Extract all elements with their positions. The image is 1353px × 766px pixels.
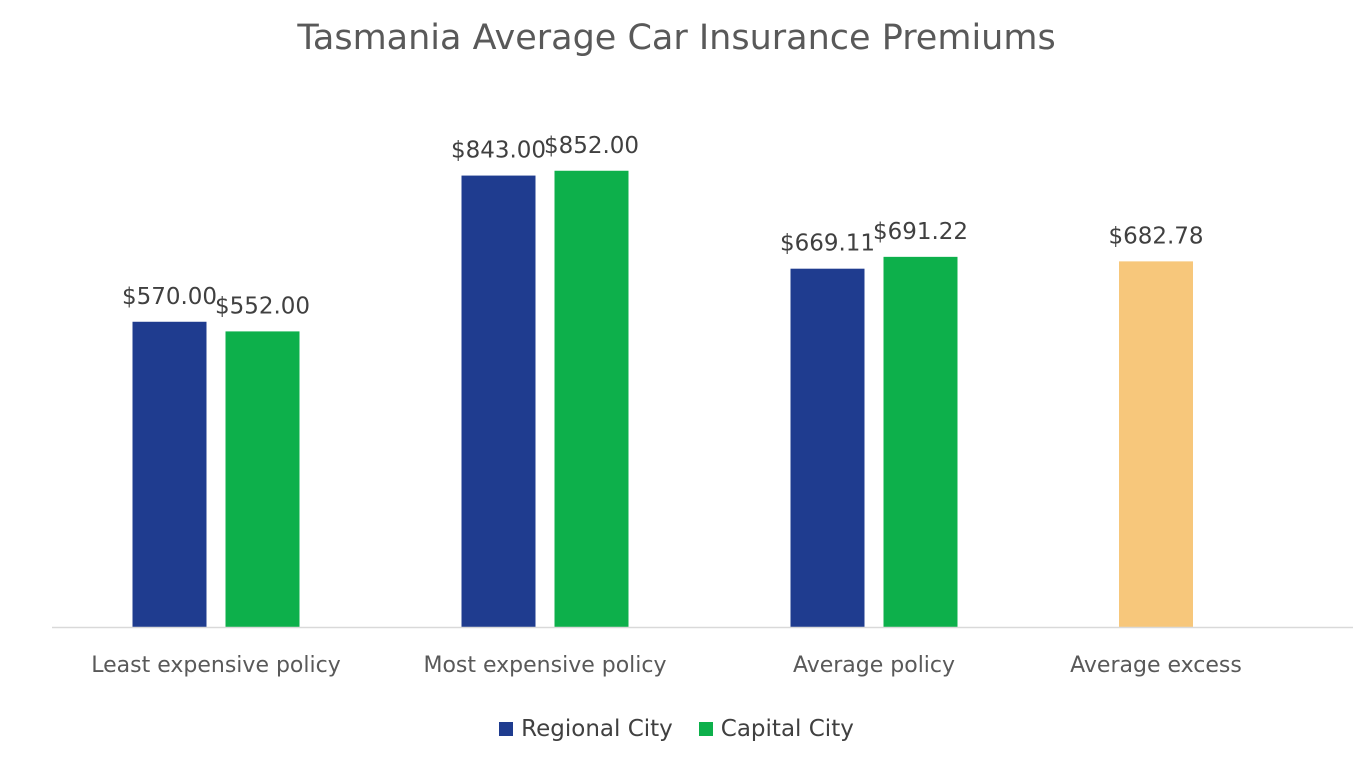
category-label-average-excess: Average excess [1070, 653, 1242, 678]
bar-regional-city-most-expensive-policy [461, 175, 536, 628]
legend-swatch-regional-city [499, 722, 514, 736]
category-label-least-expensive-policy: Least expensive policy [91, 653, 340, 678]
data-label-capital-city-most-expensive-policy: $852.00 [544, 133, 639, 159]
legend-label-capital-city: Capital City [720, 716, 854, 742]
data-label-regional-city-average-policy: $669.11 [780, 231, 875, 257]
category-label-average-policy: Average policy [793, 653, 955, 678]
bar-series-2-average-excess [1119, 261, 1193, 627]
bar-capital-city-least-expensive-policy [225, 331, 300, 627]
legend-label-regional-city: Regional City [521, 716, 673, 742]
legend-item-capital-city[interactable]: Capital City [698, 716, 854, 742]
bar-capital-city-most-expensive-policy [554, 170, 629, 627]
data-label-regional-city-most-expensive-policy: $843.00 [451, 138, 546, 164]
data-label-series-2-average-excess: $682.78 [1108, 223, 1203, 249]
legend: Regional City Capital City [0, 716, 1353, 742]
category-label-most-expensive-policy: Most expensive policy [423, 653, 666, 678]
data-label-capital-city-least-expensive-policy: $552.00 [215, 293, 310, 319]
data-label-capital-city-average-policy: $691.22 [873, 219, 968, 245]
data-labels-group: $570.00$552.00 $843.00$852.00 $669.11$691.… [122, 133, 1204, 320]
bar-regional-city-average-policy [790, 268, 865, 627]
data-label-regional-city-least-expensive-policy: $570.00 [122, 284, 217, 310]
chart-title: Tasmania Average Car Insurance Premiums [297, 18, 1056, 58]
bars-group [132, 170, 1193, 628]
bar-regional-city-least-expensive-policy [132, 321, 207, 627]
legend-item-regional-city[interactable]: Regional City [499, 716, 673, 742]
legend-swatch-capital-city [698, 722, 713, 736]
bar-capital-city-average-policy [883, 256, 958, 627]
category-labels-group: Least expensive policy Most expensive pol… [91, 653, 1242, 678]
